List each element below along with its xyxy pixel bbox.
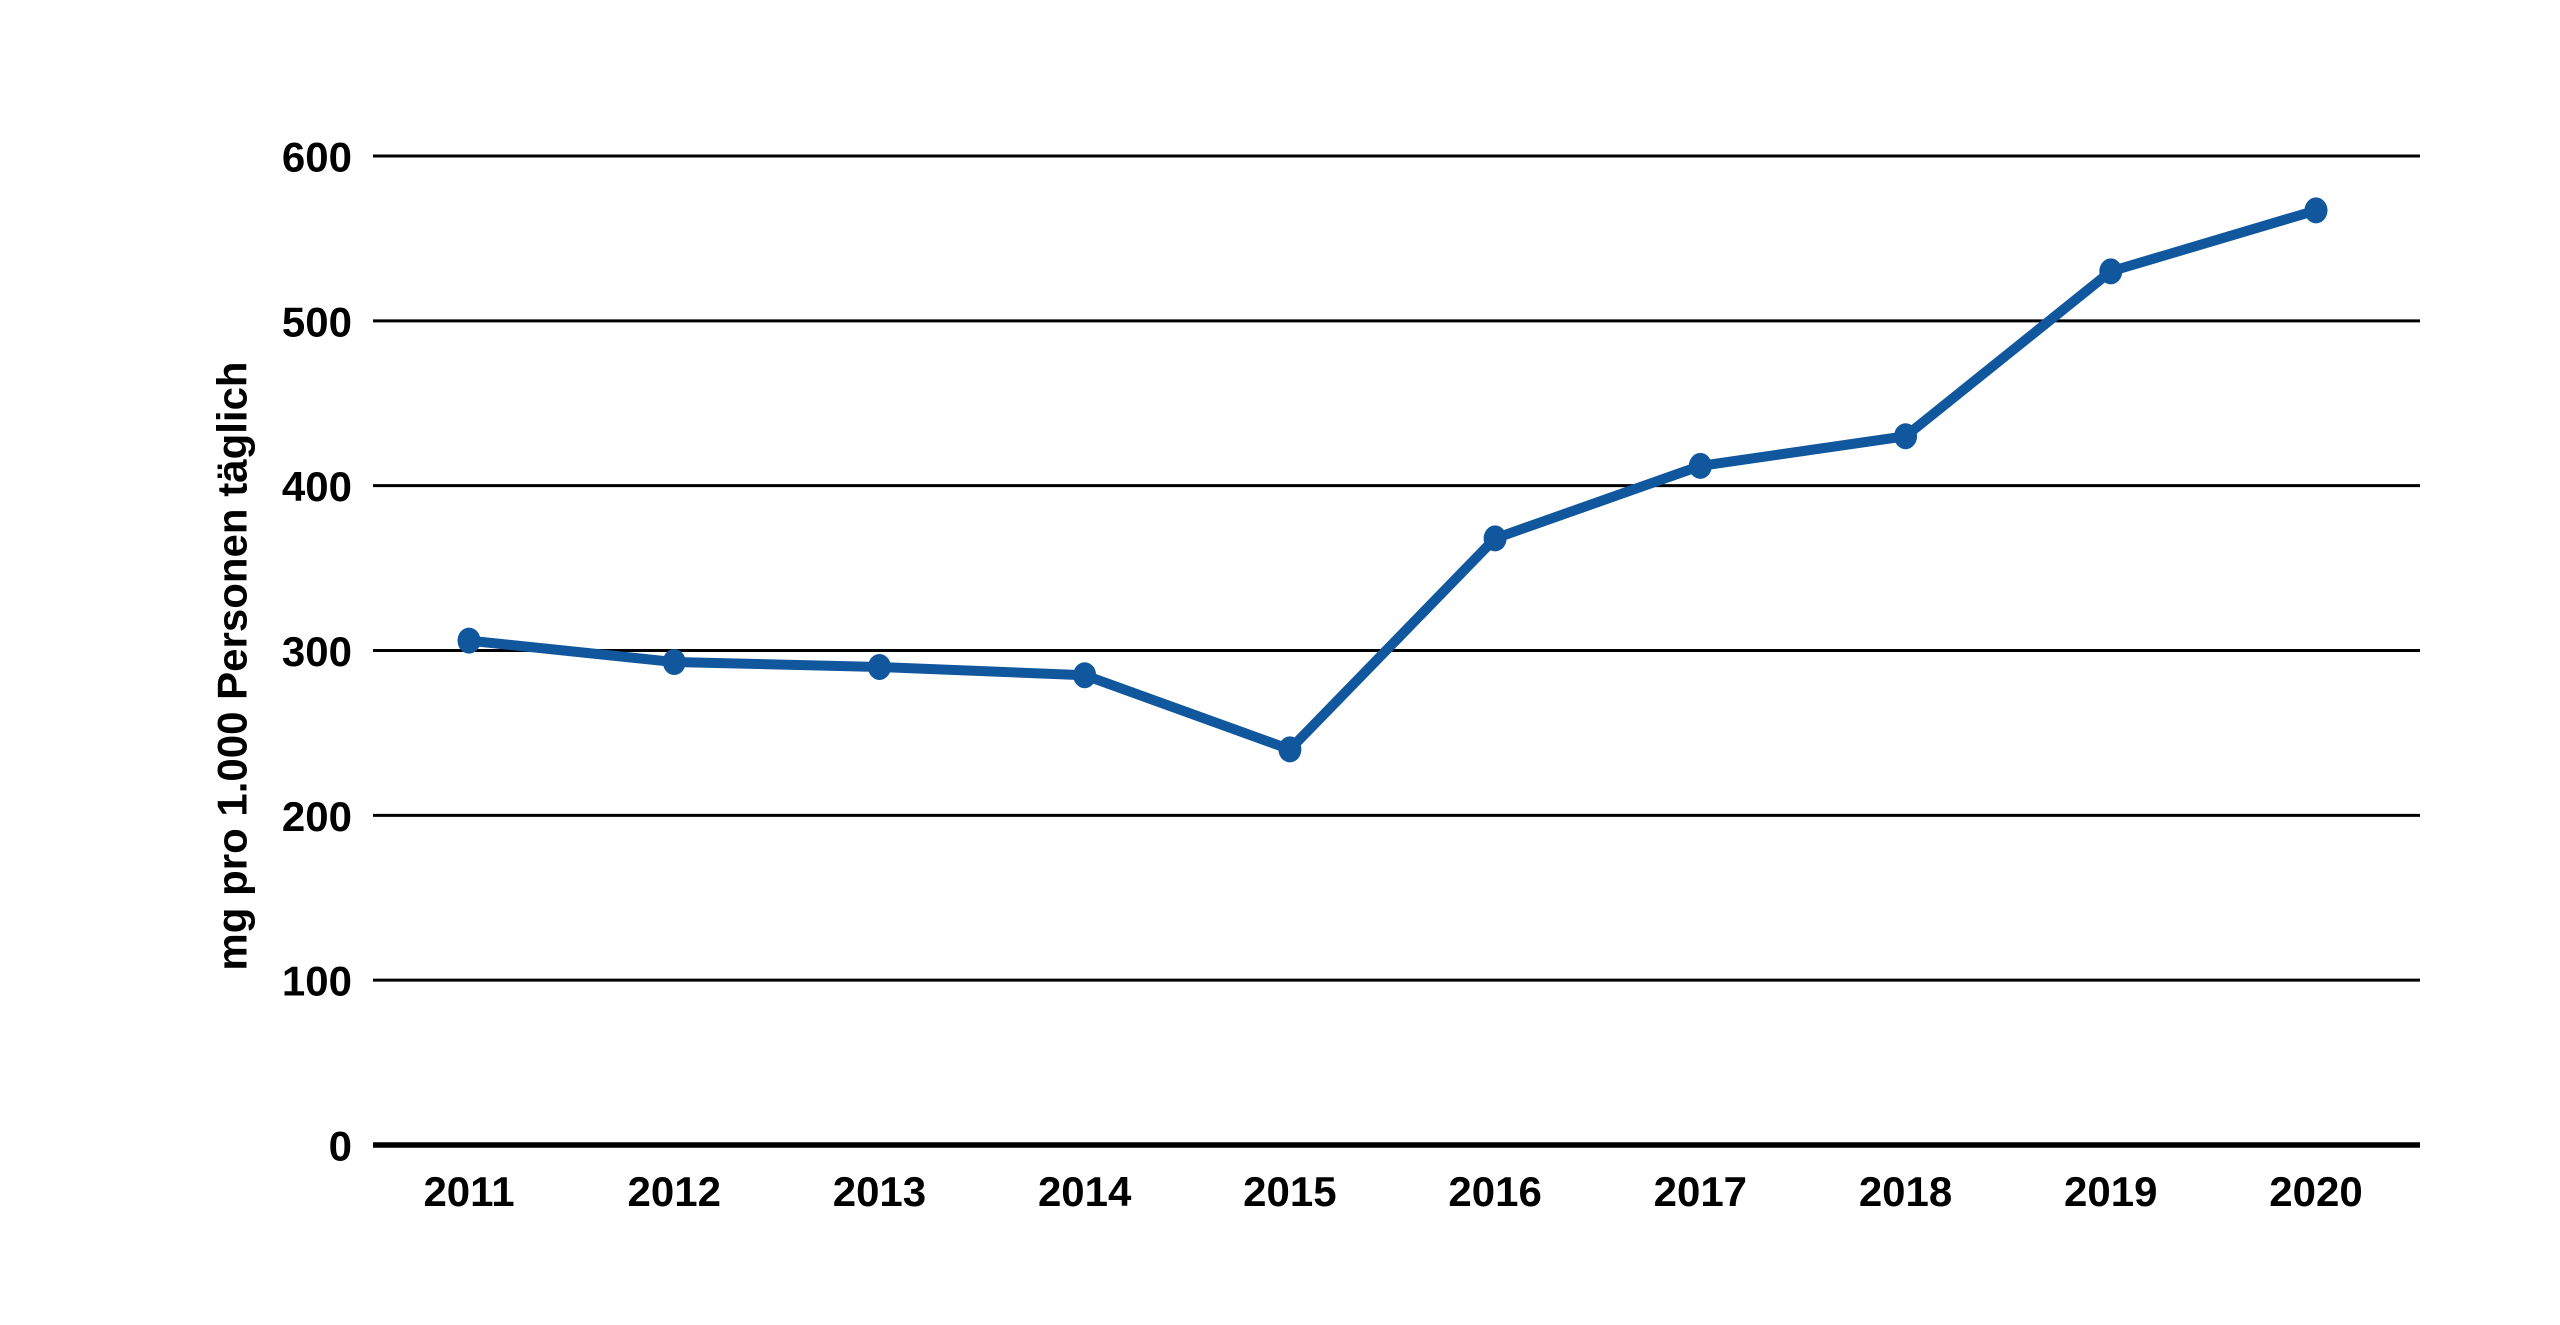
x-tick-label-2014: 2014 — [1038, 1168, 1132, 1215]
y-tick-label-100: 100 — [282, 958, 352, 1005]
x-tick-label-2016: 2016 — [1448, 1168, 1541, 1215]
line-chart-figure: 0 100 200 300 400 500 600 2011 2012 2013 2014 2015… — [40, 16, 2560, 1309]
x-tick-label-2015: 2015 — [1243, 1168, 1336, 1215]
gridlines — [373, 154, 2420, 1148]
y-tick-label-400: 400 — [282, 463, 352, 510]
x-tick-label-2019: 2019 — [2064, 1168, 2157, 1215]
data-point-2015 — [1278, 736, 1302, 763]
data-point-2017 — [1688, 452, 1712, 479]
y-tick-label-0: 0 — [329, 1123, 352, 1170]
y-tick-label-300: 300 — [282, 628, 352, 675]
chart-canvas: 0 100 200 300 400 500 600 2011 2012 2013 2014 2015… — [209, 134, 2420, 1215]
data-point-2014 — [1073, 662, 1097, 689]
data-point-2019 — [2099, 258, 2123, 285]
data-point-2013 — [867, 653, 891, 680]
y-tick-label-200: 200 — [282, 793, 352, 840]
data-point-2011 — [457, 627, 481, 654]
y-tick-label-500: 500 — [282, 298, 352, 345]
x-tick-label-2018: 2018 — [1859, 1168, 1952, 1215]
y-axis-title: mg pro 1.000 Personen täglich — [209, 361, 256, 970]
data-point-markers — [457, 197, 2328, 763]
data-series-line — [468, 205, 2318, 755]
x-axis-tick-labels: 2011 2012 2013 2014 2015 2016 2017 2018 2019 2020 — [423, 1168, 2362, 1215]
data-point-2020 — [2304, 197, 2328, 224]
data-point-2018 — [1894, 423, 1918, 450]
x-tick-label-2013: 2013 — [833, 1168, 926, 1215]
x-tick-label-2017: 2017 — [1654, 1168, 1747, 1215]
data-point-2016 — [1483, 525, 1507, 552]
x-tick-label-2020: 2020 — [2269, 1168, 2362, 1215]
y-axis-tick-labels: 0 100 200 300 400 500 600 — [282, 134, 352, 1170]
x-tick-label-2011: 2011 — [423, 1168, 514, 1215]
x-tick-label-2012: 2012 — [628, 1168, 721, 1215]
data-point-2012 — [662, 649, 686, 676]
y-tick-label-600: 600 — [282, 134, 352, 181]
